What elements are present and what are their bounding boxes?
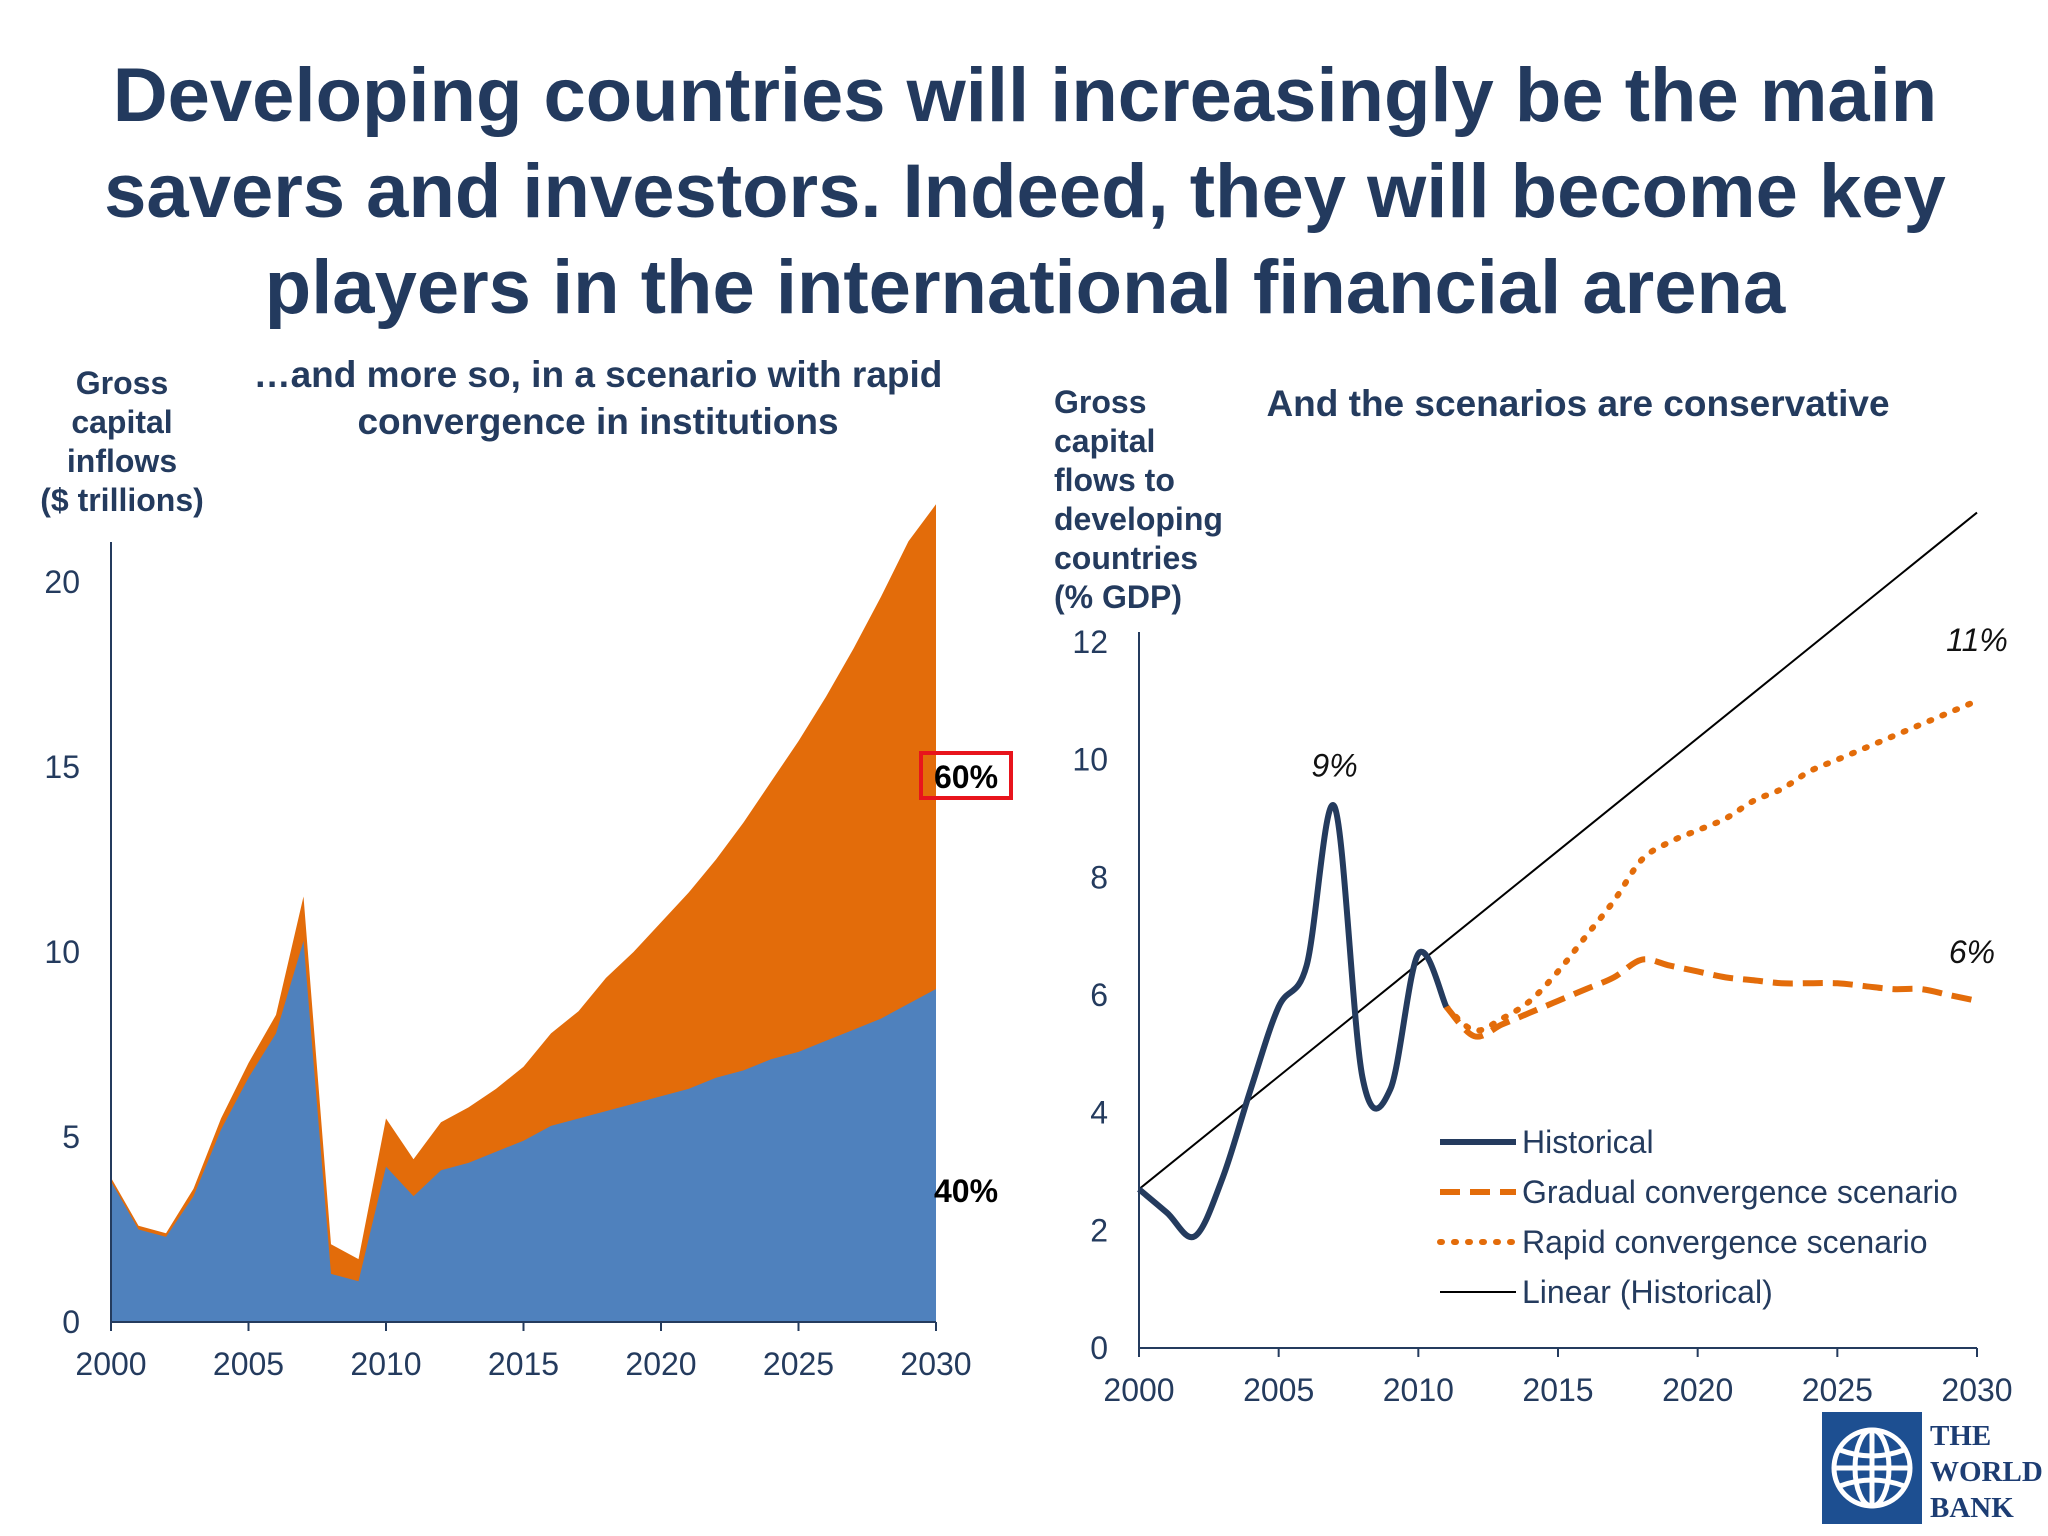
series-linear-historical <box>1138 511 1978 1190</box>
right-ylabel-line: (% GDP) <box>1054 579 1182 615</box>
y-tick-label: 2 <box>1090 1212 1108 1248</box>
slide-title-line: players in the international financial a… <box>264 245 1786 330</box>
y-tick-label: 5 <box>62 1119 80 1155</box>
x-tick-label: 2010 <box>1383 1372 1454 1408</box>
left-y-axis-label: Gross capital inflows ($ trillions) <box>40 365 204 518</box>
left-annotations: 60% 40% <box>919 751 1013 1209</box>
x-tick-label: 2015 <box>488 1346 559 1382</box>
slide-title: Developing countries will increasingly b… <box>30 48 2020 336</box>
pct-annotation: 9% <box>1311 748 1357 784</box>
x-tick-label: 2020 <box>1662 1372 1733 1408</box>
legend-label: Rapid convergence scenario <box>1522 1224 1928 1260</box>
x-tick-label: 2010 <box>350 1346 421 1382</box>
series-rapid-convergence <box>1443 697 1980 1034</box>
left-ylabel-line: ($ trillions) <box>40 482 204 518</box>
x-tick-label: 2020 <box>625 1346 696 1382</box>
right-line-chart: And the scenarios are conservative Gross… <box>1054 383 2013 1408</box>
legend-label: Historical <box>1522 1124 1654 1160</box>
pct-annotation: 6% <box>1949 934 1995 970</box>
left-plot-area <box>111 504 936 1322</box>
x-tick-label: 2025 <box>1802 1372 1873 1408</box>
right-y-axis-label: Gross capital flows to developing countr… <box>1054 384 1223 615</box>
right-ylabel-line: Gross <box>1054 384 1146 420</box>
right-ylabel-line: capital <box>1054 423 1155 459</box>
left-ylabel-line: capital <box>71 404 172 440</box>
right-ylabel-line: countries <box>1054 540 1198 576</box>
x-tick-label: 2030 <box>1941 1372 2012 1408</box>
series-historical <box>1137 802 1450 1241</box>
left-ylabel-line: Gross <box>76 365 168 401</box>
world-bank-logo <box>1822 1412 1922 1524</box>
y-tick-label: 8 <box>1090 859 1108 895</box>
y-tick-label: 0 <box>62 1304 80 1340</box>
left-area-chart: …and more so, in a scenario with rapid c… <box>40 360 1013 1382</box>
left-tick-labels: 0 5 10 15 20 2000 2005 2010 2015 2020 2025 2030 <box>44 564 971 1382</box>
y-tick-label: 20 <box>44 564 80 600</box>
share-label-60: 60% <box>934 759 998 795</box>
right-ylabel-line: flows to <box>1054 462 1175 498</box>
y-tick-label: 4 <box>1090 1095 1108 1131</box>
legend-label: Linear (Historical) <box>1522 1274 1773 1310</box>
y-tick-label: 15 <box>44 749 80 785</box>
left-chart-title-line: convergence in institutions <box>357 401 838 442</box>
x-tick-label: 2000 <box>75 1346 146 1382</box>
x-tick-label: 2025 <box>763 1346 834 1382</box>
left-chart-title-line: …and more so, in a scenario with rapid <box>254 360 943 395</box>
logo-text-line: WORLD <box>1930 1456 2043 1488</box>
slide-title-line: savers and investors. Indeed, they will … <box>104 149 1946 234</box>
x-tick-label: 2000 <box>1103 1372 1174 1408</box>
y-tick-label: 10 <box>1072 742 1108 778</box>
share-label-40: 40% <box>934 1173 998 1209</box>
right-tick-labels: 0 2 4 6 8 10 12 2000 2005 2010 2015 2020 2025 2030 <box>1072 624 2012 1408</box>
y-tick-label: 10 <box>44 934 80 970</box>
area-series-base <box>111 940 936 1322</box>
x-tick-label: 2030 <box>900 1346 971 1382</box>
logo-text-line: BANK <box>1930 1492 2014 1524</box>
right-plot-area <box>1137 511 1980 1241</box>
slide-title-line: Developing countries will increasingly b… <box>112 53 1938 138</box>
logo-text-line: THE <box>1930 1420 1992 1452</box>
right-chart-title: And the scenarios are conservative <box>1266 383 1889 424</box>
highlight-box <box>919 751 1013 800</box>
pct-annotation: 11% <box>1946 622 2008 658</box>
globe-icon <box>1831 1427 1913 1509</box>
right-annotations: 9% 11% 6% <box>1311 622 2007 970</box>
right-ylabel-line: developing <box>1054 501 1223 537</box>
x-tick-label: 2005 <box>1243 1372 1314 1408</box>
world-bank-wordmark: THE WORLD BANK <box>1930 1418 2046 1526</box>
left-chart-title: …and more so, in a scenario with rapid c… <box>254 360 943 442</box>
legend: Historical Gradual convergence scenario Ra… <box>1437 1124 1958 1310</box>
legend-label: Gradual convergence scenario <box>1522 1174 1958 1210</box>
y-tick-label: 0 <box>1090 1330 1108 1366</box>
series-gradual-convergence <box>1443 956 1978 1040</box>
y-tick-label: 12 <box>1072 624 1108 660</box>
x-tick-label: 2015 <box>1522 1372 1593 1408</box>
left-ylabel-line: inflows <box>67 443 177 479</box>
x-tick-label: 2005 <box>213 1346 284 1382</box>
y-tick-label: 6 <box>1090 977 1108 1013</box>
